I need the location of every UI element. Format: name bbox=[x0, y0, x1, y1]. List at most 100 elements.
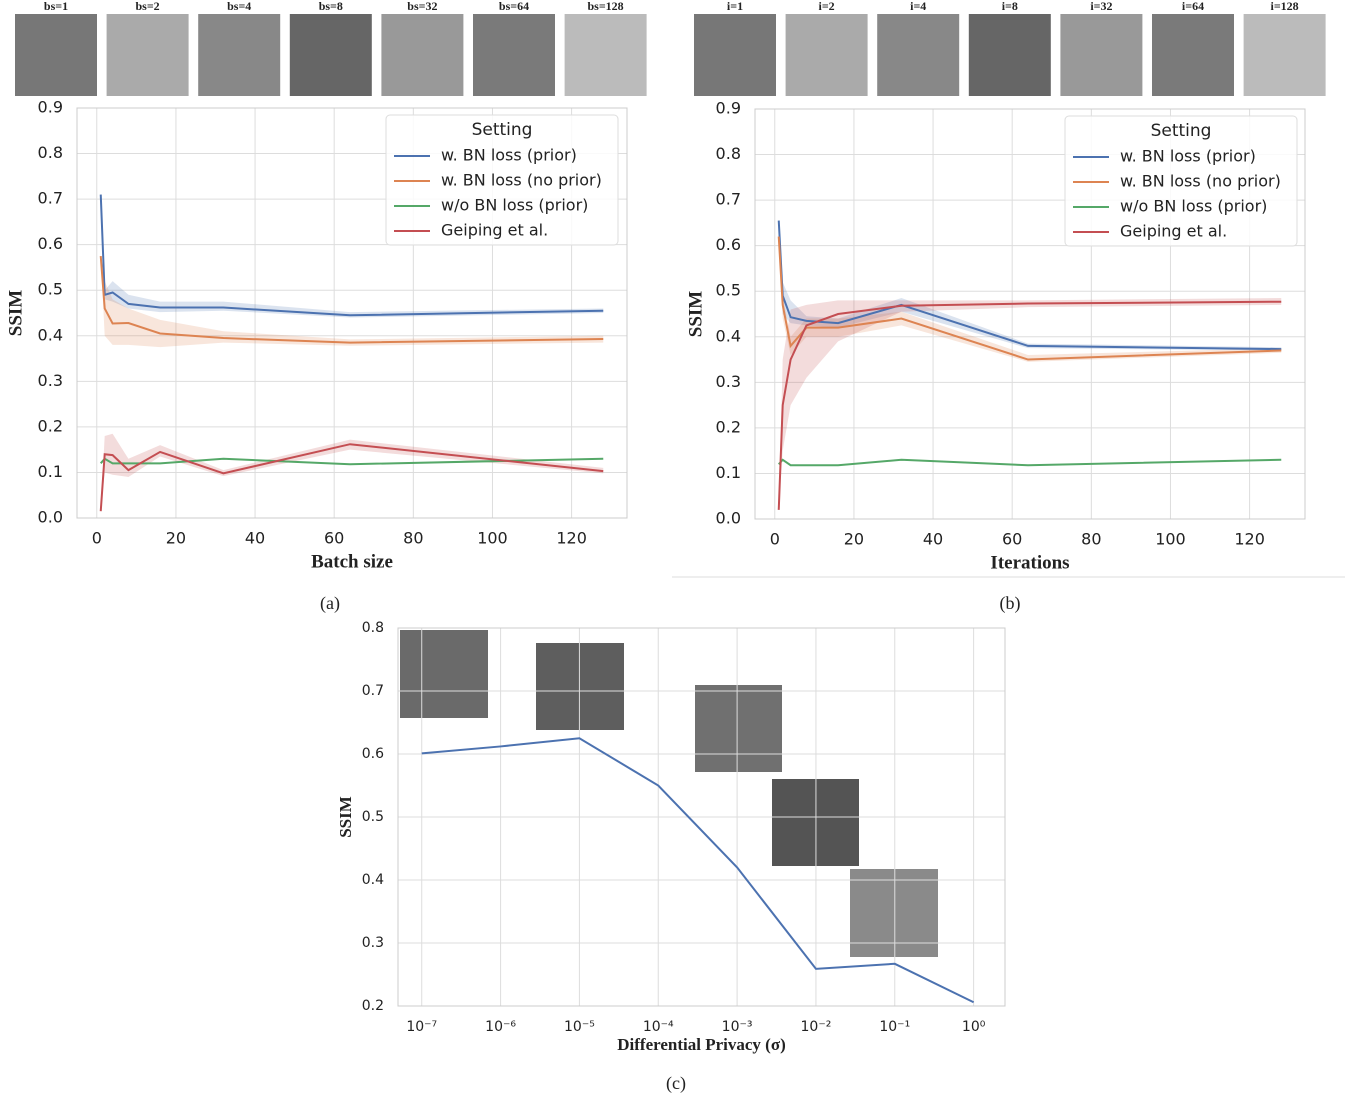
y-axis-label: SSIM bbox=[5, 290, 26, 337]
y-axis-label: SSIM bbox=[685, 291, 706, 338]
series-line bbox=[99, 443, 604, 512]
x-tick-label: 10⁻⁷ bbox=[406, 1019, 437, 1035]
confidence-band bbox=[100, 256, 604, 348]
thumbnail bbox=[536, 643, 624, 730]
x-tick-label: 60 bbox=[1002, 530, 1022, 549]
thumbnail-label: bs=8 bbox=[319, 0, 343, 13]
thumbnail bbox=[289, 14, 372, 96]
y-tick-label: 0.8 bbox=[38, 143, 63, 162]
legend-label: Geiping et al. bbox=[441, 221, 548, 240]
thumbnail bbox=[381, 14, 464, 96]
series-line bbox=[99, 255, 604, 344]
legend-label: w. BN loss (prior) bbox=[1120, 147, 1256, 166]
x-axis-label: Iterations bbox=[990, 552, 1069, 573]
y-tick-label: 0.9 bbox=[716, 99, 741, 118]
thumbnail-label: bs=1 bbox=[44, 0, 68, 13]
thumbnail bbox=[785, 14, 868, 96]
x-tick-label: 100 bbox=[1155, 530, 1186, 549]
x-tick-label: 10⁻⁶ bbox=[485, 1019, 516, 1035]
thumbnail bbox=[1060, 14, 1143, 96]
plot-frame bbox=[76, 107, 628, 519]
thumbnail bbox=[1152, 14, 1234, 96]
y-tick-label: 0.2 bbox=[362, 998, 384, 1014]
y-tick-label: 0.6 bbox=[362, 746, 384, 762]
legend-label: w. BN loss (prior) bbox=[441, 146, 577, 165]
thumbnail-label: i=4 bbox=[910, 0, 926, 13]
x-tick-label: 0 bbox=[770, 530, 780, 549]
x-tick-label: 80 bbox=[1081, 530, 1101, 549]
legend-box bbox=[385, 114, 619, 246]
x-tick-label: 80 bbox=[403, 529, 423, 548]
legend-label: w/o BN loss (prior) bbox=[441, 196, 588, 215]
x-tick-label: 10⁻⁵ bbox=[564, 1019, 595, 1035]
thumbnail bbox=[850, 869, 938, 957]
x-tick-label: 10⁰ bbox=[962, 1019, 986, 1035]
y-tick-label: 0.5 bbox=[716, 281, 741, 300]
thumbnail bbox=[564, 14, 647, 96]
confidence-band bbox=[100, 433, 604, 512]
confidence-band bbox=[778, 298, 1282, 510]
x-axis-label: Differential Privacy (σ) bbox=[617, 1035, 785, 1054]
y-tick-label: 0.6 bbox=[716, 235, 741, 254]
y-tick-label: 0.8 bbox=[716, 144, 741, 163]
x-tick-label: 20 bbox=[166, 529, 186, 548]
series-line bbox=[777, 300, 1282, 510]
caption: (c) bbox=[666, 1073, 686, 1094]
thumbnail bbox=[106, 14, 189, 96]
chart: 0.2 0.3 0.4 0.5 0.6 0.7 0.8 10⁻⁷ 10⁻⁶ 10⁻⁵ 10⁻⁴ 10⁻… bbox=[336, 620, 1006, 1094]
series-line bbox=[99, 194, 604, 317]
thumbnail bbox=[198, 14, 281, 96]
legend-label: w/o BN loss (prior) bbox=[1120, 197, 1267, 216]
chart: bs=1 bs=2 bs=4 bs=8 bs=32 bs=64 bs=128 0.0 0.1 0.… bbox=[5, 0, 647, 614]
thumbnail bbox=[968, 14, 1051, 96]
thumbnail-label: i=1 bbox=[727, 0, 743, 13]
y-tick-label: 0.4 bbox=[362, 872, 384, 888]
thumbnail bbox=[695, 685, 782, 772]
legend-label: Geiping et al. bbox=[1120, 222, 1227, 241]
confidence-band bbox=[100, 194, 604, 318]
thumbnail bbox=[473, 14, 555, 96]
x-tick-label: 120 bbox=[1234, 530, 1265, 549]
legend-box bbox=[1064, 115, 1298, 247]
y-tick-label: 0.7 bbox=[362, 683, 384, 699]
thumbnail-label: i=64 bbox=[1182, 0, 1204, 13]
thumbnail bbox=[1243, 14, 1326, 96]
x-tick-label: 0 bbox=[92, 529, 102, 548]
plot-frame bbox=[754, 108, 1306, 520]
x-tick-label: 40 bbox=[923, 530, 943, 549]
y-tick-label: 0.3 bbox=[716, 372, 741, 391]
y-tick-label: 0.2 bbox=[716, 417, 741, 436]
series-line bbox=[777, 458, 1282, 467]
dp-thumbnails bbox=[400, 630, 938, 957]
caption: (a) bbox=[320, 593, 340, 614]
x-tick-label: 10⁻² bbox=[801, 1019, 832, 1035]
y-tick-label: 0.0 bbox=[716, 509, 741, 528]
thumbnail-label: bs=128 bbox=[588, 0, 624, 13]
series-line bbox=[421, 737, 975, 1004]
legend-title: Setting bbox=[472, 120, 533, 140]
y-tick-label: 0.7 bbox=[716, 190, 741, 209]
y-tick-label: 0.6 bbox=[38, 234, 63, 253]
thumbnail-label: bs=32 bbox=[407, 0, 437, 13]
thumbnail-label: bs=4 bbox=[227, 0, 251, 13]
y-tick-label: 0.4 bbox=[716, 326, 741, 345]
thumbnail bbox=[15, 14, 97, 96]
thumbnail-label: i=8 bbox=[1002, 0, 1018, 13]
x-tick-label: 10⁻¹ bbox=[879, 1019, 910, 1035]
y-tick-label: 0.4 bbox=[38, 325, 63, 344]
plot-frame bbox=[397, 627, 1006, 1007]
legend-label: w. BN loss (no prior) bbox=[441, 171, 602, 190]
thumbnail-label: bs=64 bbox=[499, 0, 529, 13]
series-line bbox=[99, 457, 604, 466]
y-tick-label: 0.3 bbox=[362, 935, 384, 951]
y-tick-label: 0.1 bbox=[716, 463, 741, 482]
y-tick-label: 0.1 bbox=[38, 462, 63, 481]
x-tick-label: 100 bbox=[477, 529, 508, 548]
y-axis-label: SSIM bbox=[336, 796, 355, 838]
x-tick-label: 10⁻⁴ bbox=[643, 1019, 674, 1035]
y-tick-label: 0.8 bbox=[362, 620, 384, 636]
x-axis-label: Batch size bbox=[311, 551, 393, 572]
caption: (b) bbox=[1000, 593, 1021, 614]
thumbnail-label: i=128 bbox=[1271, 0, 1299, 13]
